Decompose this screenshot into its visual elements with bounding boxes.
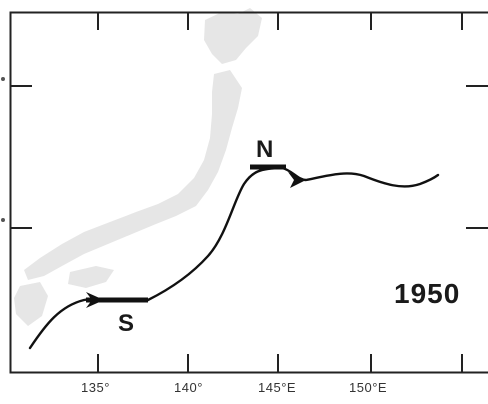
shikoku	[68, 266, 114, 288]
right-ticks	[466, 86, 488, 228]
kuroshio-path	[30, 168, 438, 348]
lon-label-135: 135°	[81, 380, 110, 395]
lon-label-140: 140°	[174, 380, 203, 395]
south-label: S	[118, 310, 134, 338]
hokkaido	[204, 8, 262, 64]
kyushu	[14, 282, 48, 326]
year-label: 1950	[394, 278, 460, 310]
japan-landmass	[14, 8, 262, 326]
left-edge-marks	[1, 77, 5, 222]
lon-label-145e: 145°E	[258, 380, 296, 395]
lon-label-150e: 150°E	[349, 380, 387, 395]
top-ticks	[98, 12, 462, 30]
left-ticks	[10, 86, 32, 228]
flow-arrow-north	[288, 172, 306, 188]
honshu	[24, 70, 242, 280]
bottom-ticks	[98, 354, 462, 372]
map-border	[11, 13, 488, 373]
north-label: N	[256, 136, 273, 164]
